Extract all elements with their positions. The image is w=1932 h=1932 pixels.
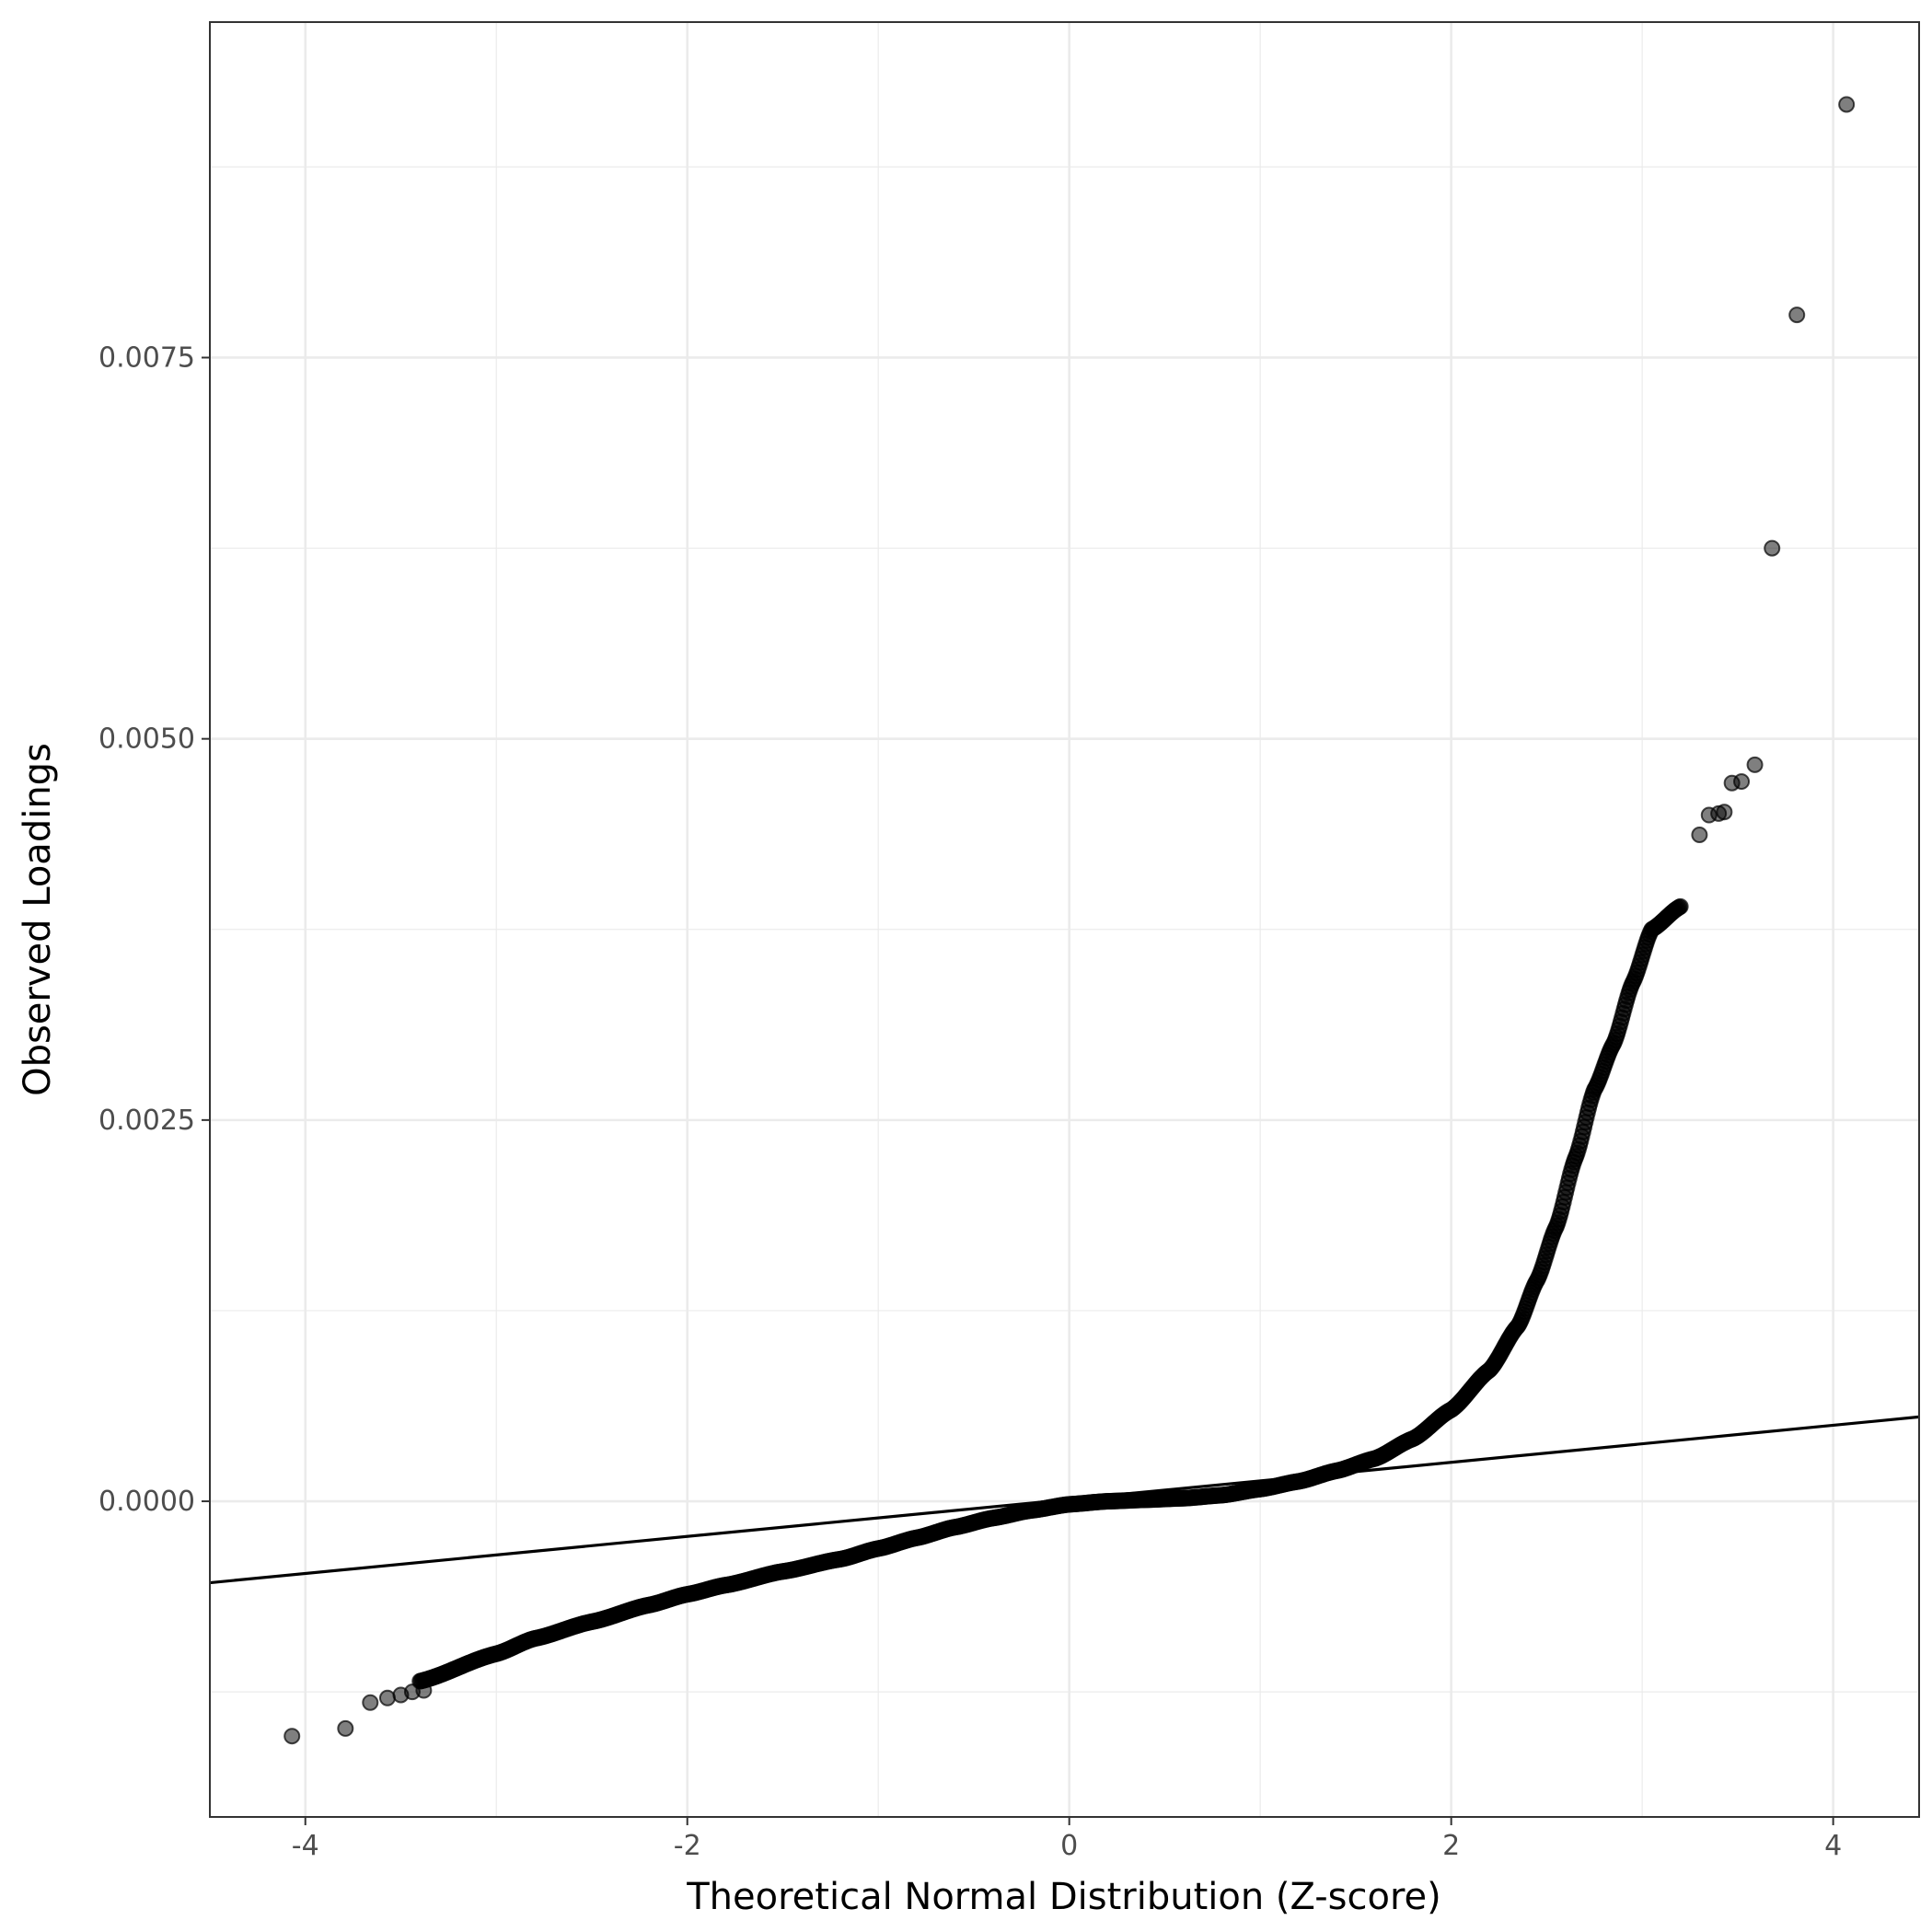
data-point bbox=[337, 1719, 354, 1737]
data-point bbox=[1716, 804, 1733, 821]
x-axis-ticks: -4 -2 0 2 4 bbox=[292, 1817, 1842, 1862]
data-points bbox=[283, 96, 1856, 1745]
data-point bbox=[362, 1694, 379, 1711]
data-point bbox=[1788, 307, 1806, 324]
x-axis-title: Theoretical Normal Distribution (Z-score… bbox=[686, 1876, 1441, 1918]
minor-gridlines bbox=[210, 22, 1919, 1817]
x-tick-label: -2 bbox=[674, 1830, 701, 1862]
x-tick-label: -4 bbox=[292, 1830, 319, 1862]
data-point bbox=[1764, 539, 1781, 557]
x-tick-label: 4 bbox=[1824, 1830, 1842, 1862]
plot-panel-border bbox=[209, 21, 1920, 1818]
x-tick-label: 0 bbox=[1060, 1830, 1078, 1862]
data-point bbox=[1672, 897, 1689, 915]
data-point bbox=[378, 1689, 396, 1706]
major-gridlines bbox=[210, 22, 1919, 1817]
y-tick-label: 0.0000 bbox=[98, 1486, 195, 1518]
y-tick-label: 0.0025 bbox=[98, 1105, 195, 1137]
y-axis-ticks: 0.0000 0.0025 0.0050 0.0075 bbox=[98, 341, 210, 1518]
data-point bbox=[1746, 756, 1764, 773]
y-tick-label: 0.0075 bbox=[98, 341, 195, 374]
plot-panel bbox=[210, 22, 1919, 1817]
data-point bbox=[283, 1728, 301, 1745]
data-point bbox=[1733, 773, 1751, 791]
data-point bbox=[415, 1682, 433, 1699]
data-point bbox=[1691, 827, 1708, 844]
y-axis-title: Observed Loadings bbox=[17, 743, 59, 1096]
x-tick-label: 2 bbox=[1442, 1830, 1460, 1862]
y-tick-label: 0.0050 bbox=[98, 723, 195, 756]
data-point bbox=[1838, 96, 1856, 113]
